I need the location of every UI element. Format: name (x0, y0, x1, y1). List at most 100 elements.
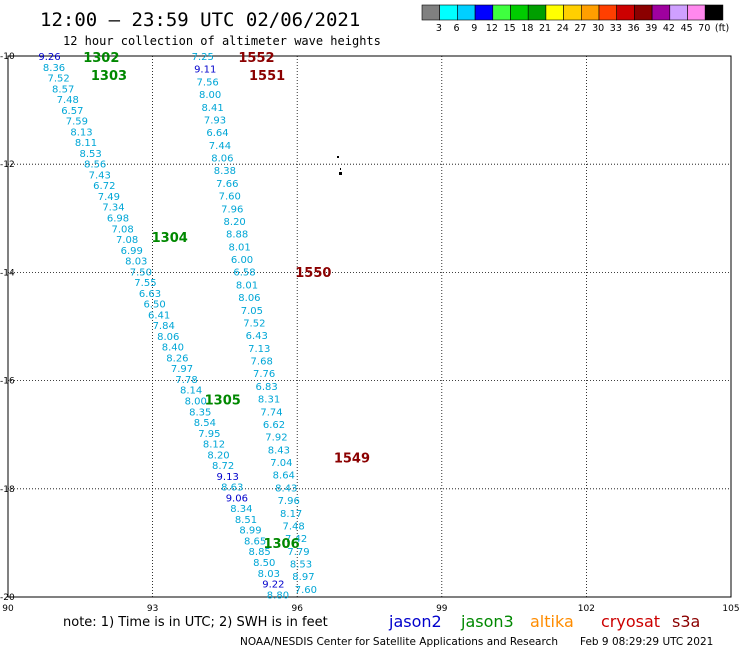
y-tick-label: -20 (0, 593, 15, 603)
legend-label: 33 (610, 23, 622, 34)
legend-label: 36 (628, 23, 640, 34)
swh-value: 8.54 (194, 418, 216, 429)
legend-label: 45 (681, 23, 693, 34)
swh-value: 8.50 (253, 558, 275, 569)
swh-value: 7.34 (102, 203, 124, 214)
swh-value: 8.12 (203, 440, 225, 451)
swh-value: 8.97 (292, 572, 314, 583)
swh-value: 6.72 (93, 181, 115, 192)
swh-value: 8.38 (214, 166, 236, 177)
legend-label: 39 (645, 23, 657, 34)
pass-number: 1306 (263, 537, 299, 552)
y-tick-label: -10 (0, 52, 15, 62)
legend-swatch (563, 4, 582, 21)
legend-swatch (510, 4, 529, 21)
y-tick-label: -12 (0, 160, 15, 170)
swh-value: 6.58 (233, 268, 255, 279)
legend-swatch (492, 4, 511, 21)
legend-swatch (527, 4, 547, 21)
pass-number: 1305 (205, 394, 241, 409)
swh-value: 8.36 (43, 63, 65, 74)
swh-value: 7.84 (153, 321, 175, 332)
swh-value: 8.03 (125, 257, 147, 268)
y-tick-label: -18 (0, 485, 15, 495)
legend-label: 70 (698, 23, 710, 34)
legend-label: 15 (504, 23, 516, 34)
swh-value: 8.06 (211, 154, 233, 165)
swh-value: 7.25 (192, 52, 214, 63)
legend-swatch (457, 4, 476, 21)
swh-value: 7.48 (282, 521, 304, 532)
swh-value: 8.53 (79, 149, 101, 160)
swh-value: 8.20 (224, 217, 246, 228)
swh-value: 7.08 (111, 224, 133, 235)
satellite-name: jason3 (460, 612, 514, 631)
map-grid (7, 55, 732, 598)
legend-swatch (545, 4, 564, 21)
swh-value: 7.44 (209, 141, 231, 152)
legend-swatch (580, 4, 600, 21)
swh-value: 8.43 (268, 445, 290, 456)
x-tick-label: 105 (722, 604, 739, 614)
swh-value: 9.22 (262, 580, 284, 591)
swh-value: 7.92 (265, 433, 287, 444)
swh-value: 7.05 (241, 306, 263, 317)
page-title: 12:00 – 23:59 UTC 02/06/2021 (40, 9, 360, 31)
legend-swatch (634, 4, 653, 21)
footer-timestamp: Feb 9 08:29:29 UTC 2021 (580, 636, 713, 648)
swh-value: 6.99 (121, 246, 143, 257)
track-left: 9.268.367.528.577.486.577.598.138.118.53… (38, 52, 289, 601)
swh-value: 7.04 (270, 458, 292, 469)
swh-value: 8.17 (280, 509, 302, 520)
swh-value: 7.66 (216, 179, 238, 190)
legend-label: 30 (592, 23, 604, 34)
swh-value: 8.06 (238, 293, 260, 304)
legend-label: 42 (663, 23, 675, 34)
swh-value: 7.55 (134, 278, 156, 289)
swh-value: 8.35 (189, 407, 211, 418)
legend-swatch (651, 4, 671, 21)
swh-value: 8.99 (239, 526, 261, 537)
satellite-legend: jason2 jason3 altika cryosat s3a (388, 612, 700, 631)
swh-value: 8.06 (157, 332, 179, 343)
swh-value: 9.06 (226, 493, 248, 504)
swh-value: 6.83 (255, 382, 277, 393)
swh-value: 8.34 (230, 504, 252, 515)
swh-value: 8.31 (258, 395, 280, 406)
swh-value: 9.13 (217, 472, 239, 483)
swh-value: 8.40 (162, 343, 184, 354)
swh-value: 6.63 (139, 289, 161, 300)
swh-value: 7.60 (219, 192, 241, 203)
swh-value: 6.62 (263, 420, 285, 431)
swh-value: 8.65 (244, 536, 266, 547)
x-tick-label: 90 (2, 604, 14, 614)
axis-tick-labels: 90 93 96 99 102 105 -10 -12 -14 -16 -18 -20 (0, 52, 740, 614)
legend-swatch (474, 4, 494, 21)
pass-number: 1302 (83, 51, 119, 66)
swh-value: 8.00 (185, 397, 207, 408)
legend-swatch (439, 4, 458, 21)
swh-value: 8.88 (226, 230, 248, 241)
legend-label: 27 (574, 23, 586, 34)
legend-label: 6 (454, 23, 460, 34)
pass-numbers: 1302 1303 1304 1305 1306 1552 1551 1550 1549 (83, 51, 370, 552)
legend-swatch (598, 4, 618, 21)
swh-value: 7.42 (285, 534, 307, 545)
swh-value: 8.20 (207, 450, 229, 461)
pass-number: 1551 (249, 69, 285, 84)
legend-label: 9 (471, 23, 477, 34)
swh-value: 7.96 (221, 204, 243, 215)
legend-label: 21 (539, 23, 551, 34)
swh-value: 6.50 (143, 300, 165, 311)
swh-value: 8.00 (199, 90, 221, 101)
x-tick-label: 99 (436, 604, 448, 614)
legend-label: (ft) (715, 23, 729, 34)
pass-number: 1303 (91, 69, 127, 84)
swh-value: 8.80 (267, 590, 289, 601)
swh-value: 6.43 (246, 331, 268, 342)
plot-frame (7, 55, 732, 598)
x-tick-label: 102 (578, 604, 595, 614)
swh-value: 9.11 (194, 65, 216, 76)
